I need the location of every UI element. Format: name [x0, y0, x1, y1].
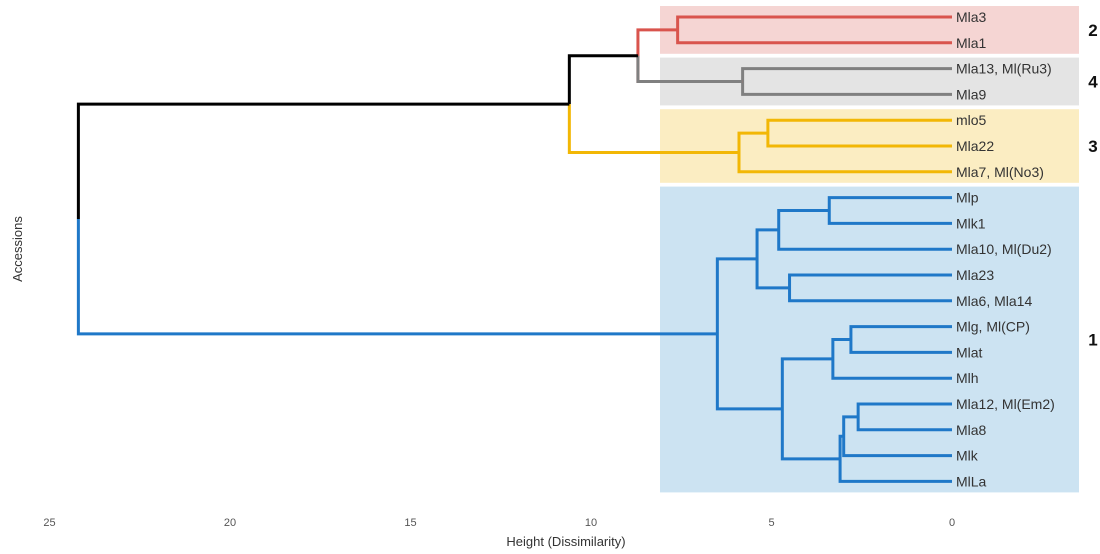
group-label-1: 1: [1088, 331, 1097, 350]
group-label-2: 2: [1088, 21, 1097, 40]
branch-root-lower: [76, 218, 718, 336]
x-tick-label: 10: [585, 517, 597, 529]
leaf-label: Mla3: [956, 9, 987, 25]
leaf-label: Mla12, Ml(Em2): [956, 396, 1055, 412]
leaf-label: Mla7, Ml(No3): [956, 164, 1044, 180]
leaf-label: MlLa: [956, 473, 987, 489]
leaf-label: Mla23: [956, 267, 994, 283]
x-tick-label: 0: [949, 517, 955, 529]
leaf-label: mlo5: [956, 112, 987, 128]
leaf-label: Mla9: [956, 86, 987, 102]
leaf-label: Mlg, Ml(CP): [956, 319, 1030, 335]
y-axis-title: Accessions: [10, 216, 25, 282]
x-tick-label: 15: [404, 517, 416, 529]
leaf-label: Mla13, Ml(Ru3): [956, 61, 1052, 77]
branch-243-upper: [567, 54, 638, 105]
leaf-label: Mlat: [956, 344, 983, 360]
leaf-label: Mlp: [956, 190, 979, 206]
group-boxes: [660, 6, 1079, 493]
branch-m24-grey: [636, 55, 743, 83]
x-tick-label: 5: [768, 517, 774, 529]
group-label-4: 4: [1088, 73, 1098, 92]
group-box-1: [660, 186, 1079, 493]
leaf-label: Mla8: [956, 422, 987, 438]
leaf-label: Mlk: [956, 448, 979, 464]
x-axis: 25 20 15 10 5 0: [43, 517, 955, 529]
leaf-labels: Mla3 Mla1 Mla13, Ml(Ru3) Mla9 mlo5 Mla22 Mla7,…: [956, 9, 1055, 489]
leaf-label: Mlk1: [956, 215, 986, 231]
leaf-label: Mla10, Ml(Du2): [956, 241, 1052, 257]
branch-243-lower: [567, 104, 740, 154]
leaf-label: Mla6, Mla14: [956, 293, 1032, 309]
group-box-2: [660, 6, 1079, 54]
group-label-3: 3: [1088, 137, 1097, 156]
group-labels: 2 4 3 1: [1088, 21, 1098, 350]
x-axis-title: Height (Dissimilarity): [506, 534, 625, 549]
x-tick-label: 20: [224, 517, 236, 529]
leaf-label: Mla1: [956, 35, 987, 51]
leaf-label: Mlh: [956, 370, 979, 386]
branch-root-upper: [76, 102, 570, 219]
x-tick-label: 25: [43, 517, 55, 529]
leaf-label: Mla22: [956, 138, 994, 154]
dendrogram-branches: [76, 15, 952, 483]
